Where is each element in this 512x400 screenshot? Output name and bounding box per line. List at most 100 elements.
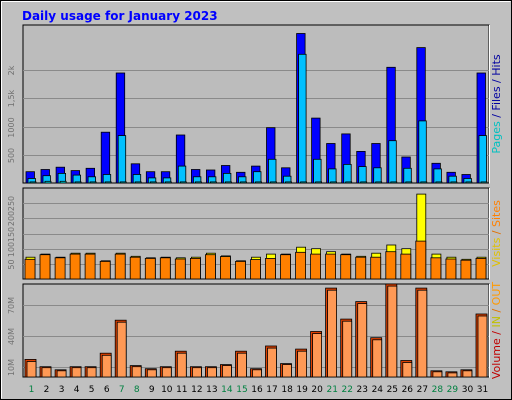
day-label-27: 27 xyxy=(417,385,428,395)
bar-out-day-7 xyxy=(116,321,127,378)
bar-out-day-25 xyxy=(387,285,398,378)
day-label-30: 30 xyxy=(462,385,474,395)
bar-pages-day-23 xyxy=(360,181,368,184)
bar-out-day-8 xyxy=(131,366,142,378)
axis-label-part: / xyxy=(490,227,503,238)
bar-out-day-18 xyxy=(282,364,292,378)
axis-label-part: Files xyxy=(490,86,503,110)
bar-sites-day-6 xyxy=(99,260,111,280)
y-tick-label: 10M xyxy=(7,359,16,376)
bar-pages-day-19 xyxy=(300,181,308,184)
day-label-23: 23 xyxy=(356,385,367,395)
day-label-25: 25 xyxy=(387,385,398,395)
day-label-28: 28 xyxy=(432,385,444,395)
bar-files-day-20 xyxy=(313,158,322,184)
bar-out-day-13 xyxy=(206,367,217,378)
y-tick-label: 500 xyxy=(7,148,16,163)
bar-files-day-24 xyxy=(373,167,382,184)
bar-pages-day-9 xyxy=(149,181,157,184)
bar-out-day-3 xyxy=(56,370,67,378)
y-tick-label: 70M xyxy=(7,297,16,314)
bar-pages-day-3 xyxy=(59,180,67,184)
y-tick-label: 200 xyxy=(7,211,16,226)
bar-sites-day-10 xyxy=(159,257,171,280)
axis-label-part: Visits xyxy=(490,237,503,266)
bar-sites-day-15 xyxy=(235,260,246,280)
day-label-1: 1 xyxy=(29,385,35,395)
bar-sites-day-25 xyxy=(385,251,397,280)
day-label-24: 24 xyxy=(372,385,384,395)
axis-label-part: / xyxy=(490,305,503,316)
day-label-29: 29 xyxy=(447,385,459,395)
axis-label-hits-files-pages: Pages / Files / Hits xyxy=(490,54,503,154)
day-label-14: 14 xyxy=(221,385,233,395)
bar-pages-day-14 xyxy=(224,181,232,184)
y-tick-label: 2k xyxy=(7,65,16,75)
bar-pages-day-18 xyxy=(285,181,292,184)
bar-pages-day-13 xyxy=(209,181,217,184)
bar-pages-day-24 xyxy=(375,181,383,184)
bar-out-day-29 xyxy=(447,372,458,378)
bar-pages-day-26 xyxy=(405,181,413,184)
bar-files-day-27 xyxy=(418,120,427,184)
bar-sites-day-1 xyxy=(24,258,36,280)
bar-files-day-28 xyxy=(433,168,442,184)
bar-files-day-25 xyxy=(388,140,397,184)
y-tick-label: 1,5k xyxy=(7,89,16,107)
bar-sites-day-18 xyxy=(280,254,291,280)
bar-out-day-2 xyxy=(41,367,52,378)
bar-out-day-6 xyxy=(101,354,112,378)
bar-pages-day-31 xyxy=(480,181,488,184)
axis-label-part: Hits xyxy=(490,54,503,76)
bar-sites-day-23 xyxy=(355,256,367,280)
axis-label-part: Pages xyxy=(490,121,503,154)
bar-pages-day-12 xyxy=(194,181,202,184)
day-label-2: 2 xyxy=(44,385,50,395)
day-label-20: 20 xyxy=(311,385,323,395)
axis-label-part: / xyxy=(490,111,503,122)
bar-pages-day-30 xyxy=(465,181,473,184)
bar-pages-day-16 xyxy=(255,181,262,184)
day-label-22: 22 xyxy=(341,385,352,395)
day-label-18: 18 xyxy=(281,385,293,395)
bar-sites-day-9 xyxy=(144,257,156,280)
bar-out-day-21 xyxy=(327,289,338,378)
bar-sites-day-13 xyxy=(204,254,216,280)
bar-out-day-27 xyxy=(417,289,428,378)
bar-pages-day-1 xyxy=(29,181,37,184)
bar-pages-day-20 xyxy=(315,181,323,184)
bar-files-day-23 xyxy=(358,166,367,184)
axis-label-part: / xyxy=(490,328,503,339)
bar-files-day-31 xyxy=(478,135,487,184)
panel-kbytes: 10M 40M 70M Volume / IN / OUT xyxy=(7,282,503,380)
bar-out-day-31 xyxy=(477,315,488,378)
bar-out-day-23 xyxy=(357,303,368,378)
day-label-9: 9 xyxy=(149,385,155,395)
bar-sites-day-17 xyxy=(265,257,276,280)
bar-out-day-14 xyxy=(221,365,232,378)
day-label-31: 31 xyxy=(477,385,488,395)
bar-pages-day-27 xyxy=(420,181,428,184)
bar-out-day-30 xyxy=(462,370,473,378)
bar-pages-day-29 xyxy=(450,181,458,184)
bar-sites-day-31 xyxy=(475,257,487,280)
bar-pages-day-25 xyxy=(390,181,398,184)
bar-out-day-22 xyxy=(342,320,353,378)
bar-pages-day-17 xyxy=(270,181,277,184)
bar-sites-day-8 xyxy=(129,256,141,280)
y-tick-label: 250 xyxy=(7,196,16,211)
y-tick-label: 50 xyxy=(7,259,16,269)
bar-out-day-16 xyxy=(252,369,262,378)
day-label-12: 12 xyxy=(191,385,202,395)
bar-pages-day-21 xyxy=(330,181,338,184)
day-label-16: 16 xyxy=(251,385,263,395)
x-axis-day-labels: 1 2 3 4 5 6 7 8 9 10 11 12 13 14 15 16 17 18 19 20 21 22 23 24 2… xyxy=(29,385,489,395)
axis-label-visits-sites: Visits / Sites xyxy=(490,200,503,267)
bar-out-day-1 xyxy=(26,361,37,378)
bar-sites-day-2 xyxy=(39,254,51,280)
day-label-5: 5 xyxy=(89,385,95,395)
bar-pages-day-5 xyxy=(89,181,97,184)
day-label-6: 6 xyxy=(104,385,110,395)
bar-sites-day-5 xyxy=(84,253,96,280)
